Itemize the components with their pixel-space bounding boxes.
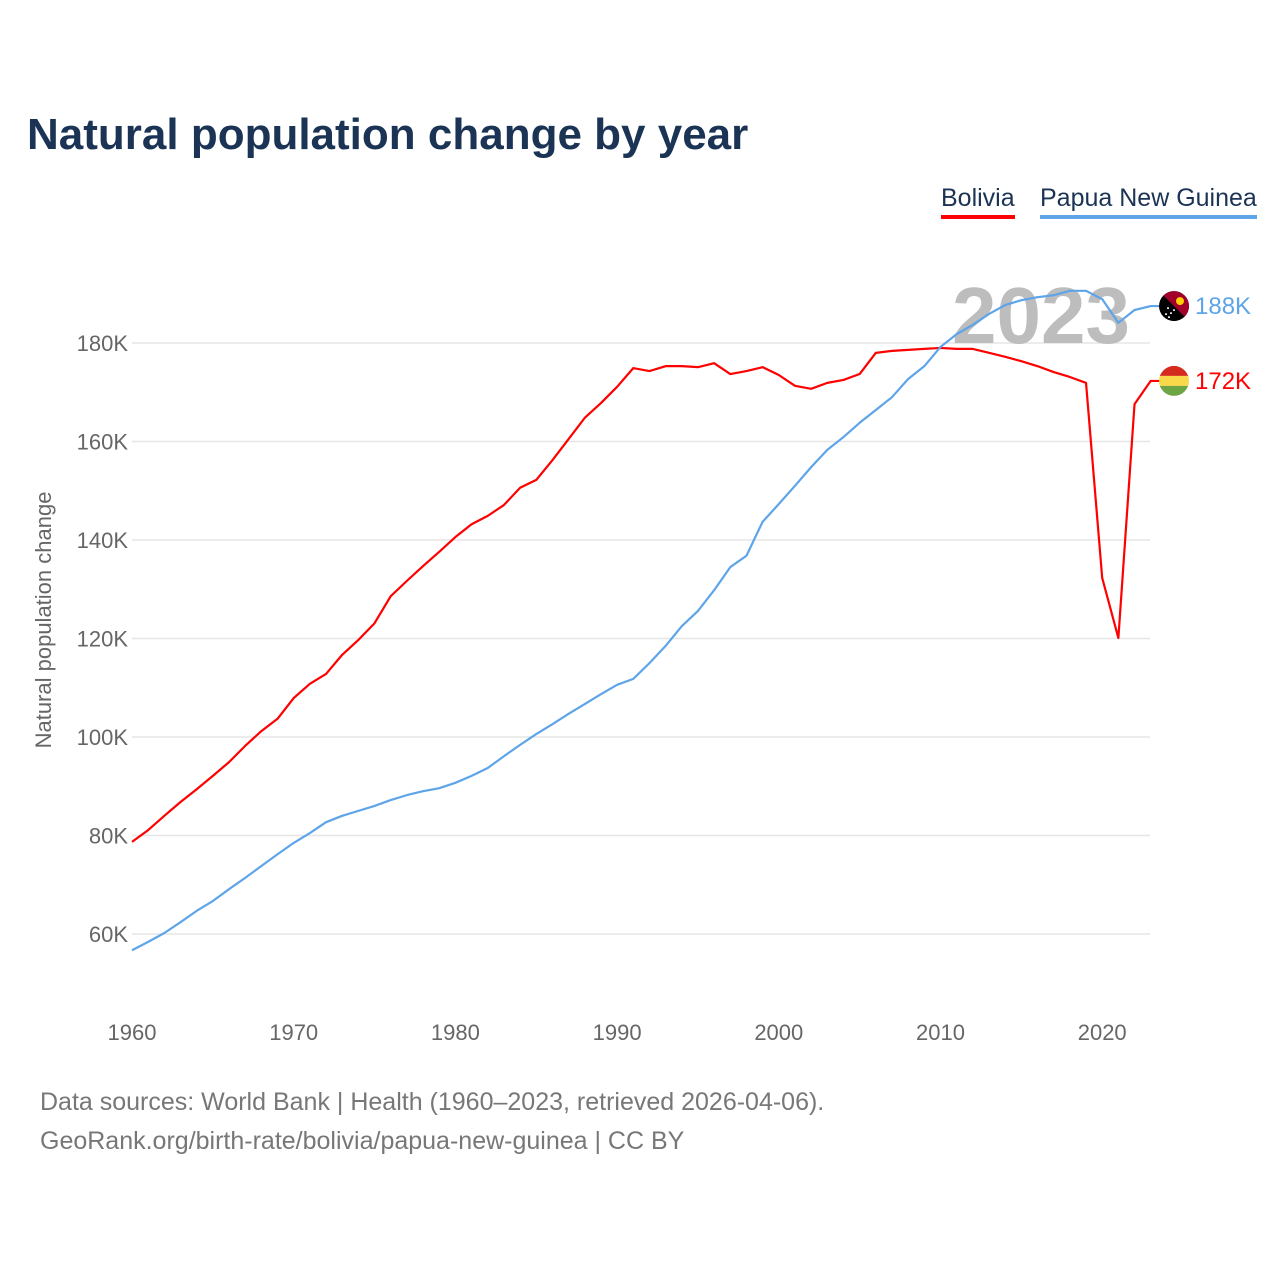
end-label: 172K bbox=[1195, 368, 1251, 395]
y-tick-label: 80K bbox=[89, 824, 128, 849]
flag-star bbox=[1165, 313, 1167, 316]
flag-star bbox=[1173, 309, 1175, 312]
y-tick-label: 100K bbox=[77, 725, 129, 750]
flag-star bbox=[1167, 307, 1169, 310]
flag-stripe bbox=[1159, 365, 1189, 376]
year-watermark: 2023 bbox=[952, 271, 1130, 360]
y-tick-label: 140K bbox=[77, 528, 129, 553]
legend-bolivia[interactable]: Bolivia bbox=[941, 184, 1015, 219]
series-line-papua-new-guinea bbox=[131, 289, 1160, 952]
footer-sources: Data sources: World Bank | Health (1960–… bbox=[40, 1088, 825, 1116]
x-tick-label: 2020 bbox=[1078, 1020, 1127, 1045]
flag-star bbox=[1168, 316, 1170, 319]
x-tick-label: 2000 bbox=[754, 1020, 803, 1045]
flag-bird bbox=[1176, 297, 1184, 306]
x-tick-label: 1960 bbox=[108, 1020, 157, 1045]
x-tick-label: 1980 bbox=[431, 1020, 480, 1045]
y-tick-label: 160K bbox=[77, 430, 129, 455]
y-tick-label: 180K bbox=[77, 331, 129, 356]
flag-stripe bbox=[1159, 385, 1189, 396]
x-tick-label: 1970 bbox=[269, 1020, 318, 1045]
y-axis-label: Natural population change bbox=[31, 492, 56, 749]
y-tick-label: 120K bbox=[77, 627, 129, 652]
flag-star bbox=[1170, 312, 1172, 315]
chart-title: Natural population change by year bbox=[27, 110, 749, 159]
end-label: 188K bbox=[1195, 293, 1251, 320]
series-line-bolivia bbox=[131, 346, 1160, 843]
legend-papua-new-guinea[interactable]: Papua New Guinea bbox=[1040, 184, 1257, 219]
footer-link[interactable]: GeoRank.org/birth-rate/bolivia/papua-new… bbox=[40, 1127, 685, 1155]
x-tick-label: 2010 bbox=[916, 1020, 965, 1045]
bolivia-flag bbox=[1159, 365, 1189, 396]
x-tick-label: 1990 bbox=[593, 1020, 642, 1045]
y-tick-label: 60K bbox=[89, 922, 128, 947]
papua-new-guinea-flag bbox=[1159, 291, 1189, 322]
flag-stripe bbox=[1159, 375, 1189, 386]
